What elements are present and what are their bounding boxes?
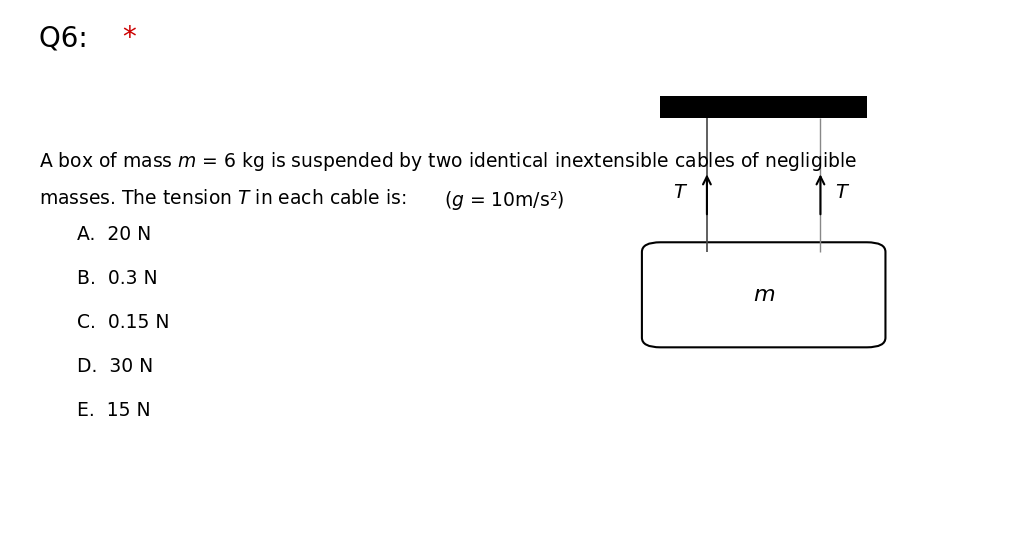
Text: Q6:: Q6: — [39, 24, 97, 52]
Text: *: * — [122, 24, 135, 52]
Text: D.  30 N: D. 30 N — [77, 357, 154, 376]
Text: A box of mass $m$ = 6 kg is suspended by two identical inextensible cables of ne: A box of mass $m$ = 6 kg is suspended by… — [39, 150, 858, 173]
Text: ($g$ = 10m/s²): ($g$ = 10m/s²) — [444, 189, 565, 212]
Bar — [660, 96, 867, 118]
FancyBboxPatch shape — [642, 242, 885, 347]
Text: A.  20 N: A. 20 N — [77, 225, 152, 244]
Text: $T$: $T$ — [835, 183, 850, 203]
Text: masses. The tension $T$ in each cable is:: masses. The tension $T$ in each cable is… — [39, 189, 407, 207]
Text: E.  15 N: E. 15 N — [77, 401, 151, 420]
Text: C.  0.15 N: C. 0.15 N — [77, 313, 170, 332]
Text: B.  0.3 N: B. 0.3 N — [77, 269, 158, 288]
Text: $m$: $m$ — [752, 285, 775, 305]
Text: $T$: $T$ — [673, 183, 688, 203]
